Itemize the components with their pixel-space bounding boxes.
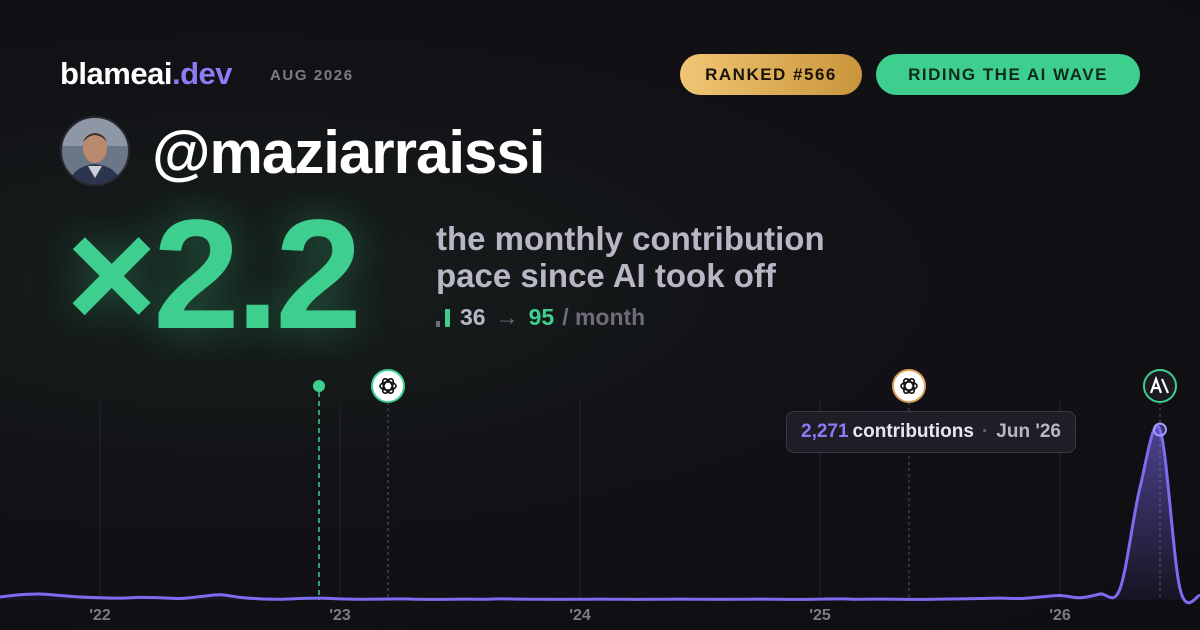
- x-tick-label: '24: [569, 607, 591, 624]
- username: @maziarraissi: [152, 119, 545, 186]
- x-tick-label: '25: [809, 607, 831, 624]
- tooltip-date: Jun '26: [996, 421, 1061, 442]
- openai-icon: [892, 369, 926, 403]
- pace-icon: [436, 308, 450, 327]
- multiplier: ×2.2: [66, 188, 362, 362]
- description: the monthly contribution pace since AI t…: [436, 220, 825, 294]
- brand: blameai.dev: [60, 56, 232, 92]
- x-tick-label: '23: [329, 607, 351, 624]
- date: AUG 2026: [270, 67, 354, 84]
- pace-arrow: →: [495, 304, 519, 330]
- line: [0, 424, 1200, 605]
- tooltip-label: contributions: [852, 421, 974, 442]
- tooltip: 2,271 contributions · Jun '26: [786, 411, 1076, 453]
- rank-badge: RANKED #566: [680, 54, 862, 95]
- brand-tld: .dev: [171, 56, 233, 91]
- pace: 36 → 95 / month: [436, 304, 645, 331]
- event-dot: [313, 380, 325, 392]
- tooltip-separator: ·: [981, 421, 989, 442]
- pace-from: 36: [460, 304, 486, 330]
- pace-unit: / month: [562, 304, 646, 330]
- pace-to: 95: [528, 304, 555, 330]
- plot: [0, 422, 1200, 605]
- anthropic-icon: [1143, 369, 1177, 403]
- highlight-point: [1153, 422, 1167, 437]
- tooltip-value: 2,271: [801, 421, 849, 442]
- openai-icon: [371, 369, 405, 403]
- description-line: pace since AI took off: [436, 257, 776, 294]
- brand-name: blameai: [60, 56, 172, 91]
- description-line: the monthly contribution: [436, 220, 825, 257]
- events: [313, 369, 1177, 600]
- x-tick-label: '26: [1049, 607, 1071, 624]
- grid: '22 '23 '24 '25 '26: [89, 400, 1071, 624]
- status-badge: RIDING THE AI WAVE: [876, 54, 1140, 95]
- x-tick-label: '22: [89, 607, 111, 624]
- avatar: [60, 116, 130, 186]
